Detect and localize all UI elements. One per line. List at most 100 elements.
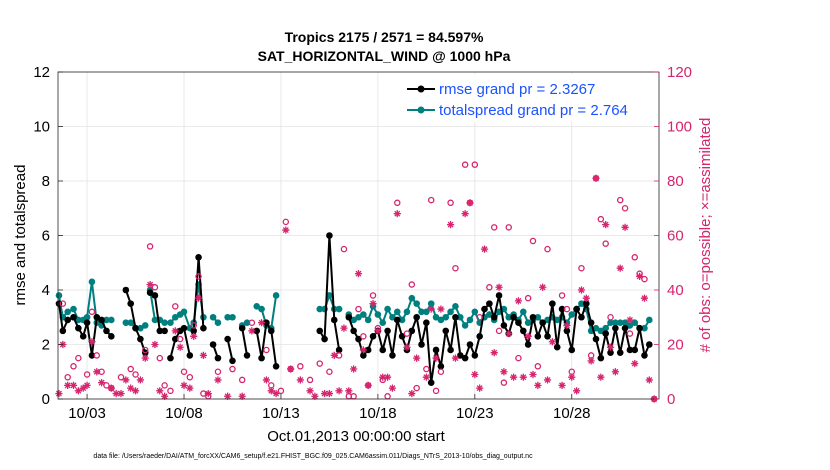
obs-assimilated-marker <box>534 381 542 389</box>
totalspread-point <box>486 311 493 318</box>
rmse-point <box>602 330 609 337</box>
totalspread-point <box>432 313 440 321</box>
obs-assimilated-marker <box>529 370 537 379</box>
totalspread-point <box>350 316 357 324</box>
obs-possible-marker <box>423 365 430 373</box>
totalspread-point <box>403 308 411 316</box>
obs-possible-marker <box>626 330 634 337</box>
rmse-point <box>631 346 639 354</box>
legend-rmse-label: rmse grand pr = 2.3267 <box>439 81 595 98</box>
obs-assimilated-marker <box>388 384 397 392</box>
rmse-point <box>529 313 537 321</box>
totalspread-point <box>393 308 401 316</box>
obs-assimilated-marker <box>296 376 304 384</box>
y-tick-label-right: 60 <box>667 228 684 245</box>
rmse-point <box>544 333 551 340</box>
rmse-point <box>476 333 483 340</box>
obs-assimilated-marker <box>199 351 208 359</box>
obs-assimilated-marker <box>437 305 445 313</box>
totalspread-point <box>316 305 324 313</box>
rmse-point <box>229 357 236 365</box>
obs-possible-marker <box>132 371 139 378</box>
x-tick-label: 10/28 <box>553 405 591 422</box>
obs-possible-marker <box>534 363 542 370</box>
rmse-point <box>186 352 194 359</box>
obs-assimilated-marker <box>379 373 387 381</box>
obs-possible-marker <box>238 376 246 384</box>
obs-assimilated-marker <box>306 387 314 395</box>
totalspread-point <box>452 303 459 310</box>
rmse-point <box>597 354 605 362</box>
obs-possible-marker <box>146 243 154 250</box>
obs-assimilated-marker <box>461 210 469 218</box>
rmse-point <box>238 324 246 332</box>
obs-possible-marker <box>229 365 236 373</box>
obs-assimilated-marker <box>422 373 430 381</box>
obs-assimilated-marker <box>413 354 421 362</box>
totalspread-point <box>379 319 387 327</box>
rmse-point <box>137 335 144 343</box>
obs-assimilated-marker <box>282 226 290 234</box>
rmse-point <box>626 346 634 354</box>
rmse-point <box>335 346 343 354</box>
obs-possible-marker <box>621 204 629 212</box>
rmse-point <box>389 352 396 359</box>
obs-possible-marker <box>437 368 445 375</box>
obs-assimilated-marker <box>631 359 639 368</box>
obs-assimilated-marker <box>490 349 498 357</box>
obs-assimilated-marker <box>257 319 266 327</box>
totalspread-point <box>553 316 561 324</box>
totalspread-point <box>423 308 430 316</box>
obs-assimilated-marker <box>582 294 590 302</box>
obs-possible-marker <box>186 373 194 381</box>
totalspread-point <box>534 313 542 321</box>
totalspread-point <box>427 300 435 307</box>
obs-possible-marker <box>195 273 202 280</box>
obs-possible-marker <box>180 368 188 375</box>
rmse-point <box>195 253 202 261</box>
obs-possible-marker <box>641 275 648 283</box>
rmse-point <box>481 305 488 313</box>
obs-assimilated-marker <box>194 294 203 302</box>
obs-assimilated-marker <box>432 354 440 362</box>
totalspread-point <box>626 322 634 329</box>
rmse-point <box>224 335 231 343</box>
obs-assimilated-marker <box>107 384 115 392</box>
totalspread-point <box>64 308 71 316</box>
obs-possible-marker <box>75 354 82 362</box>
obs-possible-marker <box>578 264 585 272</box>
totalspread-point <box>88 278 96 286</box>
obs-assimilated-marker <box>626 316 634 324</box>
obs-assimilated-marker <box>180 381 188 389</box>
obs-possible-marker <box>495 327 503 335</box>
totalspread-point <box>631 319 639 327</box>
obs-possible-marker <box>156 354 164 362</box>
rmse-point <box>447 346 454 354</box>
rmse-point <box>432 346 440 354</box>
totalspread-point <box>151 316 159 324</box>
obs-possible-marker <box>117 373 125 381</box>
totalspread-point <box>83 313 91 321</box>
obs-assimilated-marker <box>543 376 552 384</box>
totalspread-point <box>258 305 265 313</box>
obs-assimilated-marker <box>592 174 600 182</box>
obs-assimilated-marker <box>262 376 271 384</box>
rmse-point <box>534 333 542 340</box>
obs-assimilated-marker <box>509 373 518 381</box>
obs-assimilated-marker <box>98 379 106 387</box>
rmse-point <box>393 316 401 324</box>
legend-rmse-marker <box>417 85 425 93</box>
x-tick-label: 10/03 <box>68 405 106 422</box>
obs-possible-marker <box>490 224 498 231</box>
rmse-point <box>553 343 561 351</box>
obs-possible-marker <box>558 292 566 299</box>
legend-spread-marker <box>417 106 425 114</box>
totalspread-point <box>646 316 653 324</box>
y-axis-label-left: rmse and totalspread <box>12 165 29 306</box>
rmse-point <box>263 319 270 327</box>
obs-assimilated-marker <box>577 286 586 294</box>
obs-assimilated-marker <box>335 387 343 395</box>
totalspread-point <box>243 319 251 327</box>
totalspread-point <box>108 316 115 324</box>
